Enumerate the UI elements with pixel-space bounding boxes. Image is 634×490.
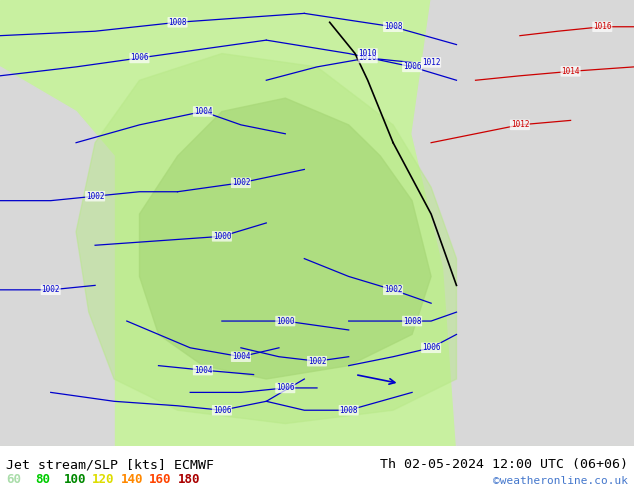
Polygon shape [76, 53, 456, 423]
Polygon shape [412, 0, 634, 446]
Text: 140: 140 [120, 473, 143, 487]
Polygon shape [139, 98, 431, 379]
Text: 1008: 1008 [168, 18, 187, 27]
Text: Jet stream/SLP [kts] ECMWF: Jet stream/SLP [kts] ECMWF [6, 458, 214, 471]
Text: 1002: 1002 [307, 357, 327, 366]
Text: 120: 120 [92, 473, 114, 487]
Text: 1008: 1008 [403, 317, 422, 325]
Text: 1006: 1006 [422, 343, 441, 352]
Text: 1002: 1002 [231, 178, 250, 187]
Text: 1000: 1000 [276, 317, 295, 325]
Text: 60: 60 [6, 473, 22, 487]
Text: 1004: 1004 [193, 366, 212, 374]
Text: 1002: 1002 [41, 285, 60, 294]
Text: 1002: 1002 [86, 192, 105, 201]
Polygon shape [0, 67, 114, 446]
Text: Th 02-05-2024 12:00 UTC (06+06): Th 02-05-2024 12:00 UTC (06+06) [380, 458, 628, 471]
Text: 80: 80 [35, 473, 50, 487]
Text: 160: 160 [149, 473, 171, 487]
Text: ©weatheronline.co.uk: ©weatheronline.co.uk [493, 476, 628, 487]
Text: 1000: 1000 [212, 232, 231, 241]
Text: 1010: 1010 [358, 49, 377, 58]
Text: 1008: 1008 [339, 406, 358, 415]
Text: 100: 100 [63, 473, 86, 487]
Text: 1012: 1012 [510, 121, 529, 129]
Text: 180: 180 [178, 473, 200, 487]
Text: 1012: 1012 [422, 58, 441, 67]
Text: 1014: 1014 [561, 67, 580, 76]
Text: 1006: 1006 [276, 384, 295, 392]
Text: 1010: 1010 [358, 53, 377, 62]
Text: 1004: 1004 [193, 107, 212, 116]
Text: 1006: 1006 [403, 62, 422, 72]
Text: 1016: 1016 [593, 22, 612, 31]
Text: 1008: 1008 [384, 22, 403, 31]
Text: 1002: 1002 [384, 285, 403, 294]
Text: 1006: 1006 [130, 53, 149, 62]
Text: 1004: 1004 [231, 352, 250, 361]
Text: 1006: 1006 [212, 406, 231, 415]
